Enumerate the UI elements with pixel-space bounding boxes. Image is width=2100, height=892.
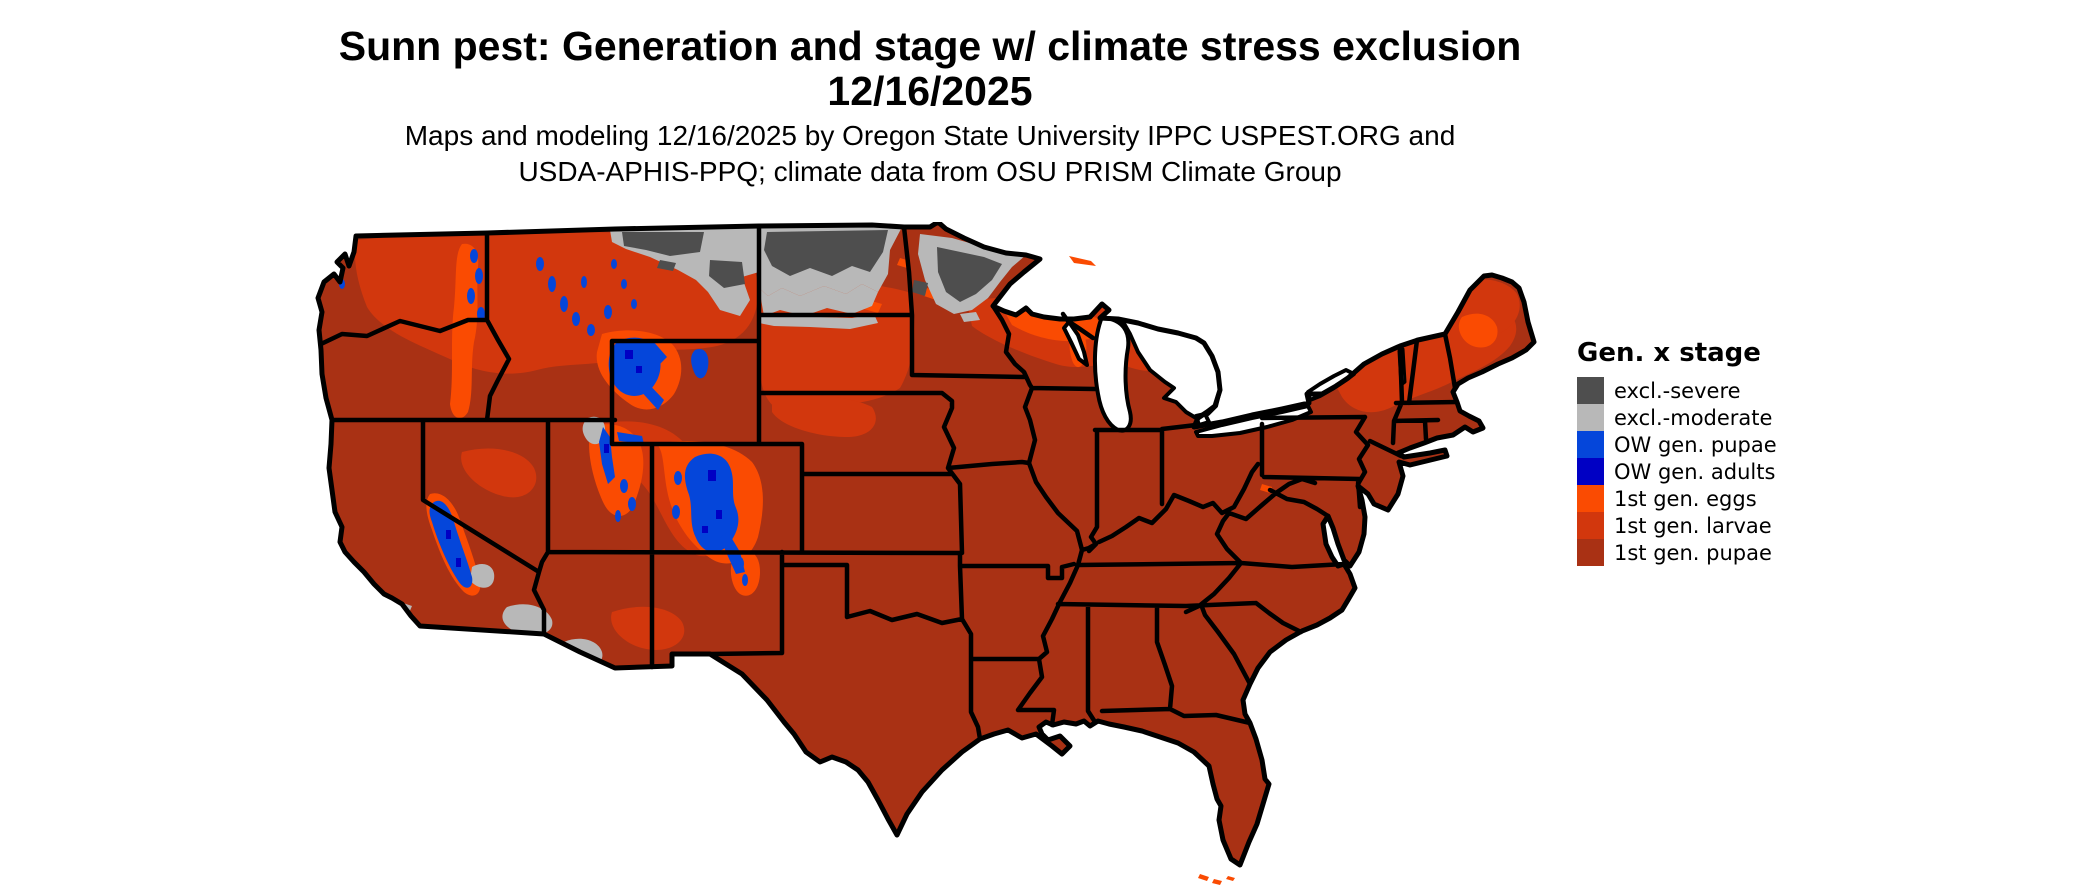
legend-color-swatch: [1577, 377, 1604, 404]
green-bay: [1062, 320, 1089, 367]
legend-color-swatch: [1577, 539, 1604, 566]
map-title-date: 12/16/2025: [827, 68, 1033, 114]
us-map-container: [312, 222, 1552, 892]
state-borders: [318, 224, 1460, 742]
legend-item: OW gen. adults: [1577, 458, 1937, 485]
legend-rows: excl.-severe excl.-moderate OW gen. pupa…: [1577, 377, 1937, 566]
islands: [1069, 256, 1235, 885]
legend-color-swatch: [1577, 431, 1604, 458]
legend-color-swatch: [1577, 404, 1604, 431]
legend-item-label: OW gen. pupae: [1614, 432, 1777, 457]
legend-title: Gen. x stage: [1577, 338, 1761, 368]
legend: Gen. x stage excl.-severe excl.-moderate…: [1577, 338, 1937, 566]
legend-item: 1st gen. pupae: [1577, 539, 1937, 566]
ow-gen-pupae-region: [339, 249, 748, 588]
legend-item: 1st gen. eggs: [1577, 485, 1937, 512]
legend-color-swatch: [1577, 485, 1604, 512]
legend-item-label: excl.-moderate: [1614, 405, 1773, 430]
legend-item: OW gen. pupae: [1577, 431, 1937, 458]
legend-color-swatch: [1577, 458, 1604, 485]
ow-gen-adults-region: [446, 350, 722, 567]
legend-item-label: 1st gen. pupae: [1614, 540, 1772, 565]
map-subtitle-line1: Maps and modeling 12/16/2025 by Oregon S…: [404, 120, 1456, 151]
legend-item-label: 1st gen. larvae: [1614, 513, 1772, 538]
legend-item: 1st gen. larvae: [1577, 512, 1937, 539]
isle-royale: [1069, 256, 1096, 266]
map-title: Sunn pest: Generation and stage w/ clima…: [130, 24, 1730, 114]
map-subtitle: Maps and modeling 12/16/2025 by Oregon S…: [130, 118, 1730, 190]
legend-item-label: OW gen. adults: [1614, 459, 1776, 484]
map-subtitle-line2: USDA-APHIS-PPQ; climate data from OSU PR…: [518, 156, 1342, 187]
legend-item: excl.-severe: [1577, 377, 1937, 404]
legend-item: excl.-moderate: [1577, 404, 1937, 431]
legend-item-label: 1st gen. eggs: [1614, 486, 1757, 511]
us-map: [312, 222, 1552, 885]
lake-michigan: [1092, 315, 1133, 433]
legend-color-swatch: [1577, 512, 1604, 539]
exclusion-severe-region: [622, 230, 1002, 302]
legend-item-label: excl.-severe: [1614, 378, 1741, 403]
map-title-line1: Sunn pest: Generation and stage w/ clima…: [338, 23, 1522, 69]
florida-keys: [1198, 874, 1235, 885]
